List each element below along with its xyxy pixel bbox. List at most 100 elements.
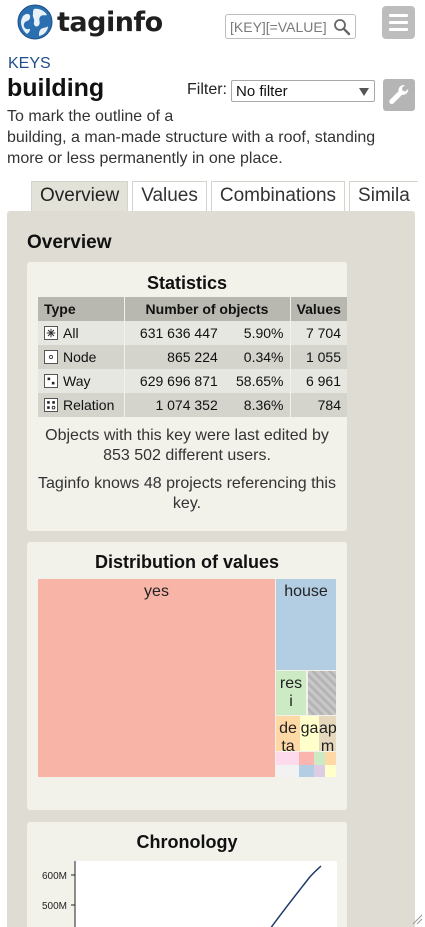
type-cell: Node [44, 349, 118, 365]
y-tick-label: 500M [42, 901, 67, 912]
row-type: All [38, 321, 125, 345]
object-count: 1 074 352 [124, 393, 224, 417]
treemap-cell-yes[interactable]: yes [38, 579, 275, 777]
type-cell: Relation [44, 397, 118, 413]
type-label: Node [63, 349, 97, 365]
column-header-type: Type [38, 297, 125, 321]
treemap-label: yes [144, 583, 169, 600]
treemap-label: res i [279, 675, 303, 710]
globe-icon [17, 4, 53, 40]
treemap-cell-garage[interactable]: ga [300, 716, 319, 751]
tab-similar[interactable]: Simila [349, 181, 418, 211]
search-icon[interactable] [333, 18, 351, 36]
object-percent: 0.34% [223, 345, 291, 369]
logo-text: taginfo [57, 6, 163, 38]
object-count: 629 696 871 [124, 369, 224, 393]
treemap-cell-small[interactable] [325, 765, 336, 777]
table-row: Node 865 224 0.34% 1 055 [38, 345, 347, 369]
value-count: 1 055 [290, 345, 347, 369]
type-cell: All [44, 325, 118, 341]
projects-note: Taginfo knows 48 projects referencing th… [38, 475, 336, 512]
value-count: 6 961 [290, 369, 347, 393]
chart-plot-area [75, 861, 337, 927]
filter-selected-value: No filter [236, 83, 288, 100]
search-input[interactable] [230, 17, 330, 37]
treemap-cell-residential[interactable]: res i [276, 671, 306, 715]
tools-button[interactable] [383, 79, 415, 111]
treemap-cell-apartments[interactable]: ap m [319, 716, 336, 751]
distribution-card: Distribution of values yes house res i d… [27, 542, 347, 810]
object-percent: 58.65% [223, 369, 291, 393]
treemap-cell-small[interactable] [299, 765, 314, 777]
chronology-title: Chronology [136, 832, 238, 852]
wrench-icon [389, 85, 409, 105]
users-note: Objects with this key were last edited b… [45, 427, 329, 464]
header: taginfo [0, 0, 425, 48]
treemap-cell-small[interactable] [314, 752, 325, 765]
hamburger-icon [389, 21, 408, 24]
row-type: Relation [38, 393, 125, 417]
menu-button[interactable] [382, 6, 415, 39]
value-count: 7 704 [290, 321, 347, 345]
breadcrumb-keys[interactable]: KEYS [8, 55, 51, 72]
relation-icon [44, 398, 58, 412]
object-count: 865 224 [124, 345, 224, 369]
treemap-label: house [284, 583, 328, 600]
node-icon [44, 350, 58, 364]
resize-handle-icon[interactable] [411, 913, 423, 925]
type-label: Way [63, 373, 91, 389]
type-cell: Way [44, 373, 118, 389]
description-line-2: building, a man-made structure with a ro… [7, 129, 376, 167]
distribution-treemap: yes house res i de ta ga ap m [38, 579, 336, 777]
key-description: To mark the outline of a building, a man… [7, 106, 387, 169]
column-header-objects: Number of objects [124, 297, 291, 321]
type-label: Relation [63, 397, 115, 413]
tab-combinations[interactable]: Combinations [210, 181, 346, 211]
tab-values[interactable]: Values [132, 181, 207, 211]
treemap-cell-small[interactable] [314, 765, 325, 777]
overview-panel: Overview Statistics Type Number of objec… [7, 211, 415, 927]
search-box[interactable] [225, 14, 356, 39]
object-percent: 5.90% [223, 321, 291, 345]
column-header-values: Values [290, 297, 347, 321]
value-count: 784 [290, 393, 347, 417]
tab-overview[interactable]: Overview [31, 181, 129, 211]
hamburger-icon [389, 28, 408, 31]
chronology-line [270, 865, 322, 927]
treemap-label: ga [300, 720, 319, 737]
treemap-cell-house[interactable]: house [276, 579, 336, 670]
description-line-1: To mark the outline of a [7, 108, 174, 125]
chevron-down-icon [359, 88, 369, 96]
statistics-table: Type Number of objects Values All 631 63… [38, 297, 347, 417]
treemap-cell-small[interactable] [276, 752, 299, 765]
object-percent: 8.36% [223, 393, 291, 417]
filter-select[interactable]: No filter [231, 80, 375, 102]
hamburger-icon [389, 14, 408, 17]
chronology-chart: 600M 500M [42, 861, 337, 927]
table-row: Way 629 696 871 58.65% 6 961 [38, 369, 347, 393]
treemap-cell-small[interactable] [299, 752, 314, 765]
type-label: All [63, 325, 79, 341]
table-row: Relation 1 074 352 8.36% 784 [38, 393, 347, 417]
statistics-card: Statistics Type Number of objects Values… [27, 262, 347, 531]
treemap-cell-other-hatched[interactable] [308, 671, 336, 715]
treemap-label: ap m [319, 720, 336, 751]
object-count: 631 636 447 [124, 321, 224, 345]
all-types-icon [44, 326, 58, 340]
chronology-card: Chronology 600M 500M [27, 822, 347, 927]
treemap-cell-small[interactable] [276, 765, 299, 777]
filter-label: Filter: [187, 81, 227, 98]
overview-title: Overview [27, 232, 112, 253]
way-icon [44, 374, 58, 388]
row-type: Way [38, 369, 125, 393]
statistics-title: Statistics [146, 273, 228, 293]
page-title: building [7, 74, 105, 102]
row-type: Node [38, 345, 125, 369]
table-header-row: Type Number of objects Values [38, 297, 347, 321]
taginfo-logo[interactable]: taginfo [17, 4, 163, 40]
treemap-cell-detached[interactable]: de ta [276, 716, 300, 751]
distribution-title: Distribution of values [94, 552, 280, 572]
y-tick-label: 600M [42, 871, 67, 882]
treemap-cell-small[interactable] [325, 752, 336, 765]
treemap-label: de ta [279, 720, 297, 751]
